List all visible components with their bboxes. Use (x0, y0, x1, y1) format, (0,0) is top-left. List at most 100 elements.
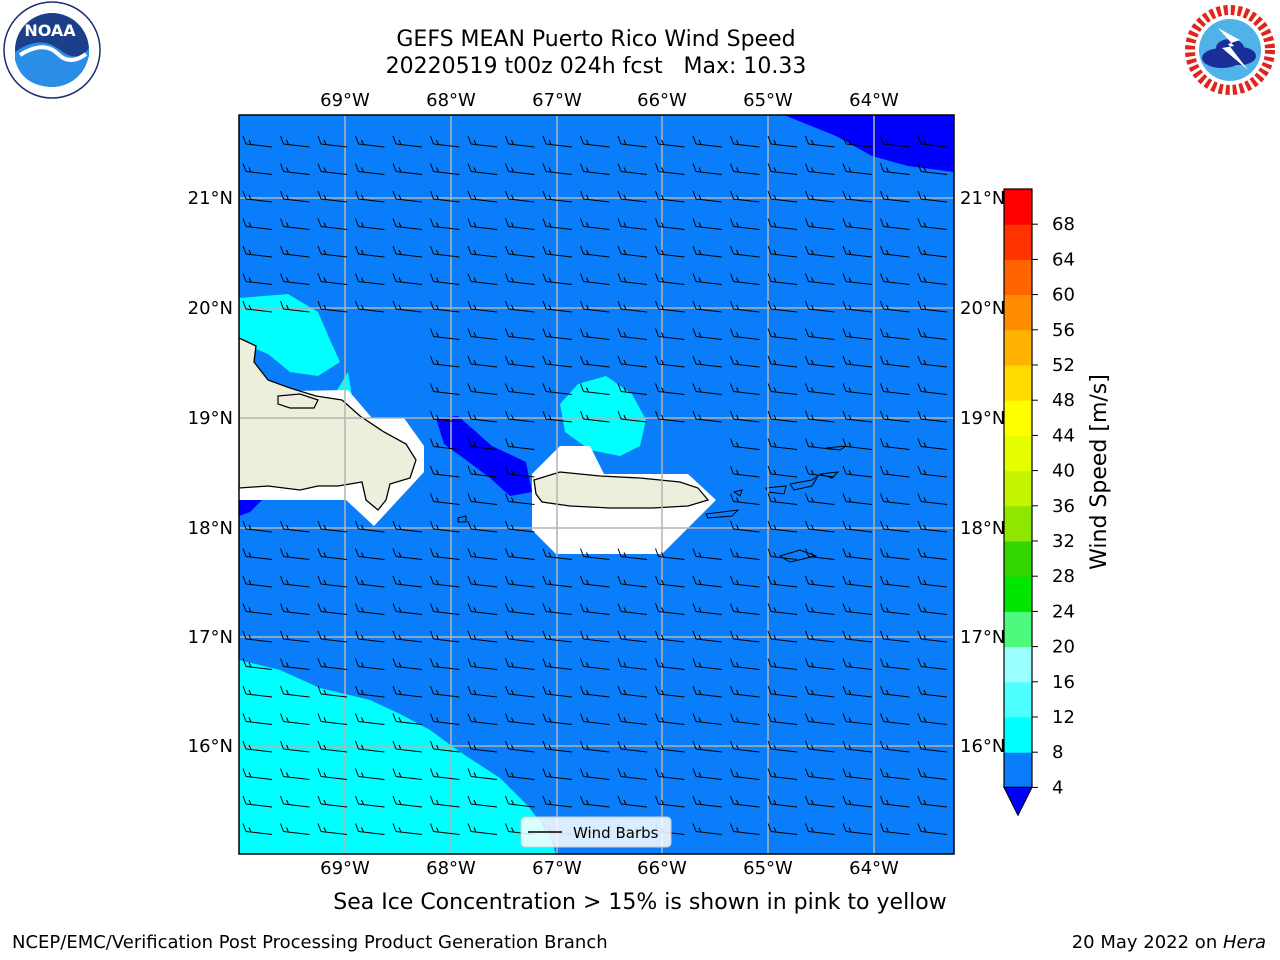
wind-barb (617, 768, 648, 780)
wind-barb (917, 548, 948, 560)
wind-barb (917, 245, 948, 258)
wind-barb (767, 548, 798, 560)
wind-barb (392, 218, 423, 230)
lon-tick-top: 66°W (637, 90, 687, 111)
wind-barb (467, 630, 498, 643)
wind-barb (505, 685, 535, 698)
wind-barb (805, 465, 835, 478)
wind-barb (617, 163, 648, 175)
wind-barb (730, 768, 760, 780)
wind-barb (580, 685, 610, 698)
wind-barb (767, 190, 798, 203)
wind-barb (767, 355, 798, 368)
wind-barb (317, 823, 348, 835)
wind-barb (280, 630, 310, 643)
wind-barb (767, 520, 798, 533)
wind-barb (580, 163, 610, 175)
wind-region-northeast (784, 115, 954, 172)
wind-barb (467, 575, 498, 588)
wind-barb (917, 575, 948, 588)
wind-barb (467, 685, 498, 698)
wind-barb (242, 190, 273, 203)
chart-title: GEFS MEAN Puerto Rico Wind Speed (396, 27, 796, 52)
wind-barb (467, 245, 498, 258)
wind-barb (355, 245, 385, 258)
wind-barb (355, 603, 385, 615)
wind-barb (842, 768, 873, 780)
wind-barb (805, 713, 835, 725)
wind-barb (767, 300, 798, 313)
wind-barb (842, 548, 873, 560)
wind-barb (355, 190, 385, 203)
lat-tick-left: 17°N (188, 627, 233, 648)
wind-barb (767, 740, 798, 753)
wind-barb (430, 548, 460, 560)
colorbar-tick-label: 16 (1052, 672, 1075, 693)
wind-barb (805, 520, 835, 533)
wind-barb (467, 163, 498, 175)
wind-barb (280, 163, 310, 175)
lon-tick-bottom: 69°W (320, 858, 370, 879)
wind-barb (467, 383, 498, 395)
wind-barb (317, 163, 348, 175)
wind-barb (467, 135, 498, 148)
wind-barb (430, 218, 460, 230)
wind-barb (655, 190, 685, 203)
wind-barb (505, 190, 535, 203)
wind-barb (880, 603, 910, 615)
wind-barb (617, 685, 648, 698)
wind-barb (317, 245, 348, 258)
wind-barb (467, 603, 498, 615)
wind-barb (242, 520, 273, 533)
wind-barb (692, 355, 723, 368)
wind-barb (355, 548, 385, 560)
wind-barb (917, 603, 948, 615)
wind-barb (505, 245, 535, 258)
wind-barb (767, 218, 798, 230)
land-puerto-rico (533, 471, 710, 509)
wind-barb (805, 410, 835, 423)
wind-barb (392, 630, 423, 643)
wind-barb (280, 768, 310, 780)
wind-barb (880, 575, 910, 588)
wind-barb (542, 410, 573, 423)
colorbar-tick-label: 56 (1052, 320, 1075, 341)
wind-barb (580, 768, 610, 780)
wind-region-mona-passage (436, 416, 532, 496)
wind-barb (842, 383, 873, 395)
wind-barb (542, 190, 573, 203)
wind-barb (430, 383, 460, 395)
wind-barb (842, 603, 873, 615)
colorbar-tick-label: 12 (1052, 707, 1075, 728)
wind-barb (392, 190, 423, 203)
wind-barb (317, 630, 348, 643)
lon-tick-bottom: 65°W (743, 858, 793, 879)
wind-barb (392, 548, 423, 560)
wind-barb (880, 135, 910, 148)
lon-tick-top: 64°W (849, 90, 899, 111)
colorbar-segment (1004, 752, 1032, 788)
colorbar-segment (1004, 224, 1032, 260)
wind-barb (730, 713, 760, 725)
wind-barb (805, 823, 835, 835)
wind-barb (730, 245, 760, 258)
wind-barb (730, 740, 760, 753)
wind-barb (842, 328, 873, 340)
wind-barb (392, 713, 423, 725)
wind-barb (430, 603, 460, 615)
wind-barb (542, 383, 573, 395)
wind-barb (242, 740, 273, 753)
wind-barb (730, 135, 760, 148)
wind-barb (842, 410, 873, 423)
footer-machine: Hera (1222, 932, 1266, 953)
wind-barb (467, 795, 498, 808)
wind-barb (880, 300, 910, 313)
wind-barb (430, 328, 460, 340)
wind-barb (730, 383, 760, 395)
wind-barb (505, 438, 535, 450)
wind-barb (505, 795, 535, 808)
wind-barb (767, 245, 798, 258)
wind-barb (505, 548, 535, 560)
map-legend: Wind Barbs (520, 816, 672, 848)
wind-barb (280, 218, 310, 230)
